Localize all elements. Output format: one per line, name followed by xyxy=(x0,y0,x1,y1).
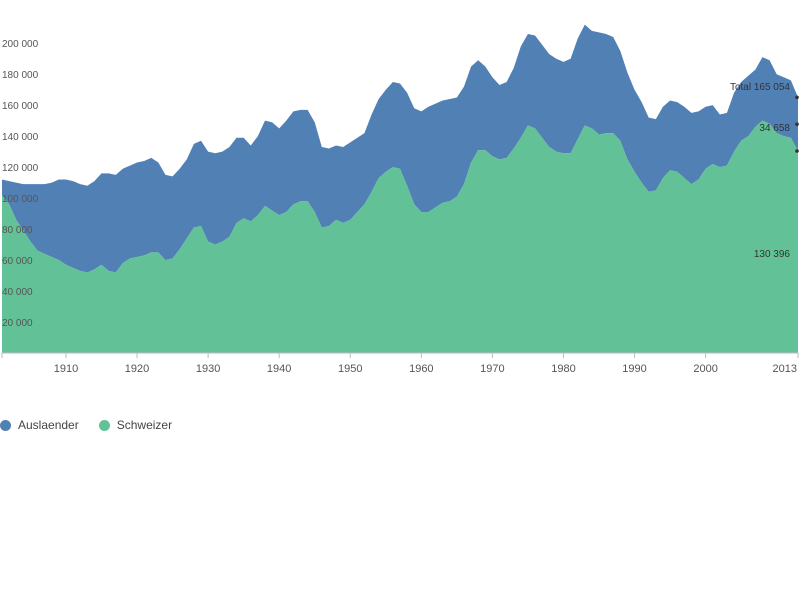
total-annotation: Total 165 054 xyxy=(730,82,790,93)
area-schweizer[interactable] xyxy=(2,120,798,354)
y-tick-label: 160 000 xyxy=(2,101,39,112)
y-axis: 20 000 40 000 60 000 80 000 100 000 120 000 14… xyxy=(2,39,39,329)
legend-swatch-schweizer xyxy=(98,419,110,431)
auslaender-last-marker xyxy=(795,122,799,126)
y-tick-label: 40 000 xyxy=(2,287,33,298)
x-tick-label: 1970 xyxy=(480,363,504,375)
x-tick-label: 1920 xyxy=(125,363,149,375)
y-tick-label: 200 000 xyxy=(2,39,39,50)
x-tick-label: 1960 xyxy=(409,363,433,375)
x-tick-label: 2013 xyxy=(773,363,797,375)
x-tick-label: 1990 xyxy=(622,363,646,375)
annotations: Total 165 054 34 658 130 396 xyxy=(730,82,799,260)
x-tick-label: 1940 xyxy=(267,363,291,375)
area-auslaender[interactable] xyxy=(2,24,798,273)
y-tick-label: 20 000 xyxy=(2,318,33,329)
y-tick-label: 100 000 xyxy=(2,194,39,205)
x-tick-label: 1950 xyxy=(338,363,362,375)
legend-item-schweizer[interactable]: Schweizer xyxy=(98,418,173,432)
x-tick-label: 1980 xyxy=(551,363,575,375)
legend-label-auslaender: Auslaender xyxy=(18,418,79,432)
x-tick-label: 1930 xyxy=(196,363,220,375)
legend: Auslaender Schweizer xyxy=(0,416,192,434)
y-tick-label: 120 000 xyxy=(2,163,39,174)
y-tick-label: 60 000 xyxy=(2,256,33,267)
x-tick-label: 2000 xyxy=(693,363,717,375)
legend-item-auslaender[interactable]: Auslaender xyxy=(0,418,79,432)
y-tick-label: 180 000 xyxy=(2,70,39,81)
legend-label-schweizer: Schweizer xyxy=(116,418,173,432)
x-tick-label: 1910 xyxy=(54,363,78,375)
schweizer-last-label: 130 396 xyxy=(754,249,791,260)
total-marker xyxy=(795,95,799,100)
y-tick-label: 140 000 xyxy=(2,132,39,143)
x-axis: 1910 1920 1930 1940 1950 1960 1970 1980 1990 2000… xyxy=(1,352,799,375)
legend-swatch-auslaender xyxy=(0,419,11,431)
auslaender-last-label: 34 658 xyxy=(759,123,790,134)
schweizer-last-marker xyxy=(795,149,799,153)
y-tick-label: 80 000 xyxy=(2,225,33,236)
series-areas xyxy=(2,24,798,354)
